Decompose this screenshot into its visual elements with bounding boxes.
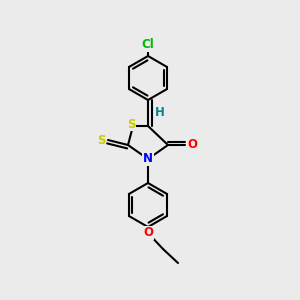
Text: S: S: [127, 118, 135, 130]
Text: S: S: [97, 134, 105, 146]
Text: H: H: [155, 106, 165, 118]
Text: N: N: [143, 152, 153, 166]
Text: O: O: [143, 226, 153, 239]
Text: O: O: [187, 139, 197, 152]
Text: Cl: Cl: [142, 38, 154, 52]
